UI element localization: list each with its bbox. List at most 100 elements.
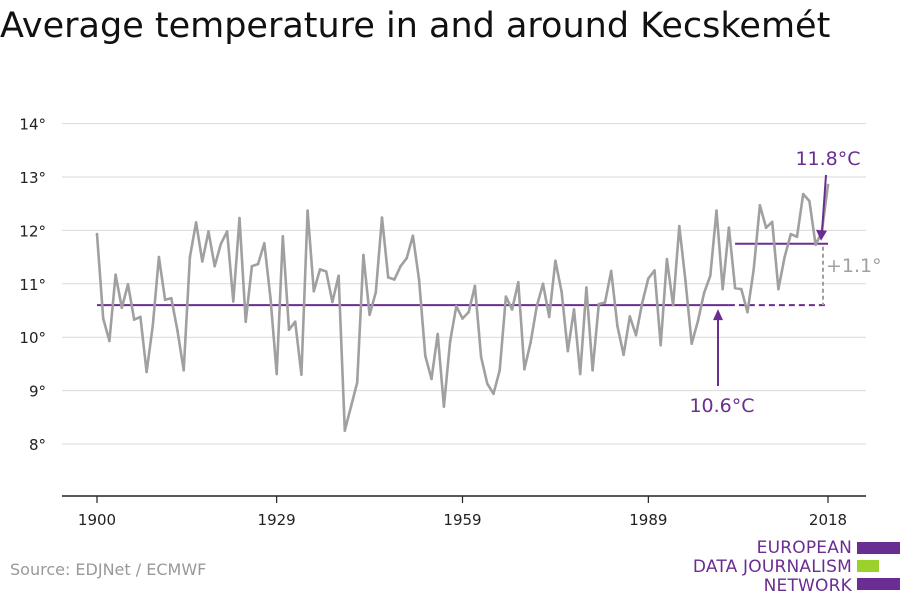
data-point [355,381,359,384]
data-point [764,226,768,230]
data-point [244,320,247,324]
data-point [374,291,378,294]
data-point [572,308,576,311]
data-point [739,287,743,291]
annotation-recent-arrowhead [816,229,827,241]
data-point [194,221,198,224]
y-tick-label: 9° [29,383,46,401]
edjnet-logo: EUROPEAN DATA JOURNALISM NETWORK [690,538,900,598]
x-tick-label: 1900 [78,511,116,529]
data-point [393,278,396,281]
data-point [795,235,799,239]
data-point [733,286,737,290]
data-point [585,286,588,289]
data-point [231,300,235,303]
data-point [250,264,254,268]
data-point [275,372,278,376]
data-point [405,256,409,260]
logo-line-3: NETWORK [763,576,852,596]
data-point [671,303,675,307]
data-point [777,287,780,291]
data-point [808,199,811,203]
data-point [560,290,563,294]
data-point [145,370,148,374]
data-point [727,226,731,230]
data-point [269,296,272,300]
data-points [95,183,830,432]
y-tick-label: 12° [19,222,46,240]
data-point [665,257,669,261]
data-point [578,372,582,376]
data-point [207,230,210,233]
data-point [380,216,384,219]
data-point [448,340,452,343]
data-point [473,284,477,288]
annotations: 10.6°C 11.8°C +1.1° [689,148,881,417]
data-point [108,339,111,343]
data-point [690,342,694,345]
y-tick-label: 13° [19,169,46,187]
data-point [182,369,186,372]
data-point [721,287,724,291]
data-point [498,369,501,372]
data-point [287,328,291,332]
data-point [510,308,514,311]
data-point [640,301,644,305]
data-point [591,369,594,372]
data-point [219,242,223,246]
data-point [467,310,470,314]
data-point [659,343,663,347]
data-point [566,349,570,353]
data-point [120,306,124,310]
temperature-series-line [95,183,830,432]
data-point [386,276,390,279]
data-point [715,209,718,212]
chart-title: Average temperature in and around Kecske… [0,6,831,46]
logo-line-2: DATA JOURNALISM [692,557,852,577]
data-point [362,253,365,257]
x-tick-label: 1989 [629,511,667,529]
data-point [789,232,793,236]
data-point [752,268,755,271]
annotation-recent-arrow [821,174,827,232]
data-point [653,269,656,272]
data-point [312,289,316,293]
x-tick-label: 2018 [809,511,847,529]
data-point [139,315,142,319]
data-point [479,355,483,359]
data-point [337,274,340,278]
data-point [609,269,613,273]
data-point [411,234,415,238]
annotation-recent-label: 11.8°C [795,148,860,170]
data-point [424,354,427,358]
data-point [708,274,712,278]
y-tick-label: 8° [29,436,46,454]
x-tick-label: 1959 [443,511,481,529]
data-point [603,301,607,304]
data-point [293,320,297,324]
y-tick-labels: 8° 9° 10° 11° 12° 13° 14° [19,116,46,454]
data-point [95,232,99,236]
data-point [485,382,489,385]
y-tick-label: 10° [19,329,46,347]
source-note: Source: EDJNet / ECMWF [10,560,207,579]
data-point [535,304,539,308]
data-point [541,282,545,286]
data-point [151,324,155,327]
data-point [801,192,805,196]
data-point [262,241,266,245]
data-point [126,283,130,286]
data-point [529,341,532,344]
x-tick-label: 1929 [258,511,296,529]
logo-bar-purple-2 [857,578,900,590]
data-point [702,291,706,295]
logo-bar-green [857,560,879,572]
data-point [101,317,105,320]
data-point [157,255,161,259]
data-point [634,333,638,337]
data-point [770,220,774,224]
data-point [814,243,817,247]
x-tick-labels: 1900 1929 1959 1989 2018 [78,496,847,529]
data-point [170,296,173,300]
data-point [176,329,179,333]
